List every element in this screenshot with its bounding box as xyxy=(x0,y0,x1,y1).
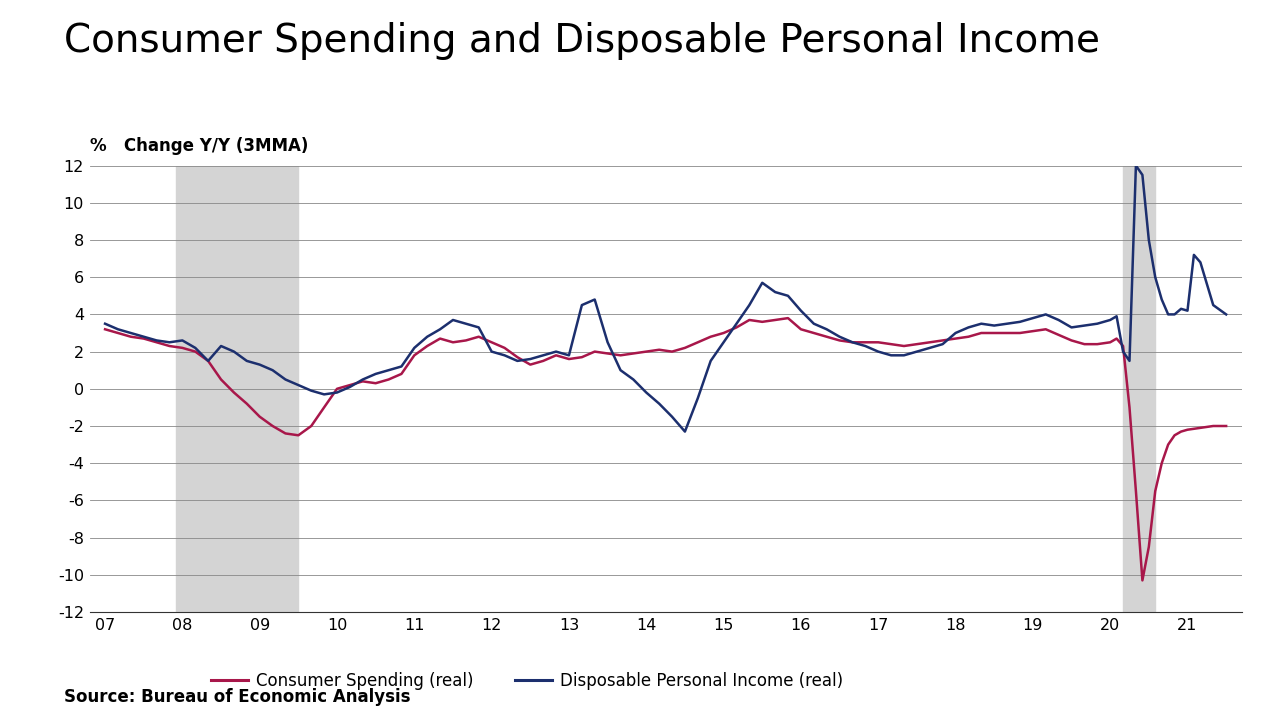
Bar xyxy=(1123,166,1156,612)
Legend: Consumer Spending (real), Disposable Personal Income (real): Consumer Spending (real), Disposable Per… xyxy=(205,665,850,696)
Text: Consumer Spending and Disposable Personal Income: Consumer Spending and Disposable Persona… xyxy=(64,22,1100,60)
Bar xyxy=(175,166,298,612)
Text: Source: Bureau of Economic Analysis: Source: Bureau of Economic Analysis xyxy=(64,688,411,706)
Text: %   Change Y/Y (3MMA): % Change Y/Y (3MMA) xyxy=(90,137,308,155)
